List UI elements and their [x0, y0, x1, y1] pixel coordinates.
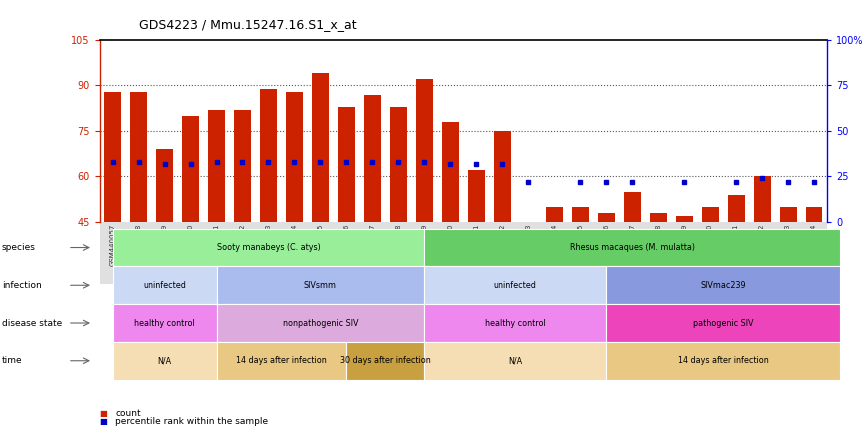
Text: count: count — [115, 409, 141, 418]
Bar — [156, 149, 173, 222]
Text: Sooty manabeys (C. atys): Sooty manabeys (C. atys) — [216, 243, 320, 252]
Bar — [260, 88, 277, 222]
Text: ■: ■ — [100, 409, 107, 418]
Bar — [286, 91, 303, 222]
Bar — [805, 207, 823, 222]
Bar — [520, 222, 537, 225]
Bar — [312, 73, 329, 222]
Bar — [779, 207, 797, 222]
Bar — [208, 110, 225, 222]
Text: SIVmac239: SIVmac239 — [701, 281, 746, 290]
Bar — [598, 213, 615, 222]
Text: infection: infection — [2, 281, 42, 290]
Bar — [494, 131, 511, 222]
Bar — [546, 207, 563, 222]
Text: healthy control: healthy control — [134, 318, 195, 328]
Text: 30 days after infection: 30 days after infection — [340, 356, 430, 365]
Text: N/A: N/A — [508, 356, 522, 365]
Text: uninfected: uninfected — [494, 281, 537, 290]
Bar — [624, 192, 641, 222]
Bar — [130, 91, 147, 222]
Bar — [234, 110, 251, 222]
Text: percentile rank within the sample: percentile rank within the sample — [115, 417, 268, 426]
Text: uninfected: uninfected — [143, 281, 186, 290]
Bar — [338, 107, 355, 222]
Text: Rhesus macaques (M. mulatta): Rhesus macaques (M. mulatta) — [570, 243, 695, 252]
Text: N/A: N/A — [158, 356, 171, 365]
Bar — [727, 195, 745, 222]
Bar — [364, 95, 381, 222]
Text: species: species — [2, 243, 36, 252]
Text: nonpathogenic SIV: nonpathogenic SIV — [282, 318, 359, 328]
Bar — [650, 213, 667, 222]
Bar — [104, 91, 121, 222]
Bar — [675, 216, 693, 222]
Text: 14 days after infection: 14 days after infection — [678, 356, 768, 365]
Text: pathogenic SIV: pathogenic SIV — [693, 318, 753, 328]
Bar — [468, 170, 485, 222]
Text: disease state: disease state — [2, 318, 62, 328]
Bar — [442, 122, 459, 222]
Text: GDS4223 / Mmu.15247.16.S1_x_at: GDS4223 / Mmu.15247.16.S1_x_at — [139, 18, 356, 31]
Bar — [390, 107, 407, 222]
Bar — [753, 177, 771, 222]
Text: healthy control: healthy control — [485, 318, 546, 328]
Bar — [701, 207, 719, 222]
Text: ■: ■ — [100, 417, 107, 426]
Text: 14 days after infection: 14 days after infection — [236, 356, 326, 365]
Bar — [182, 116, 199, 222]
Bar — [416, 79, 433, 222]
Bar — [572, 207, 589, 222]
Text: SIVsmm: SIVsmm — [304, 281, 337, 290]
Text: time: time — [2, 356, 23, 365]
